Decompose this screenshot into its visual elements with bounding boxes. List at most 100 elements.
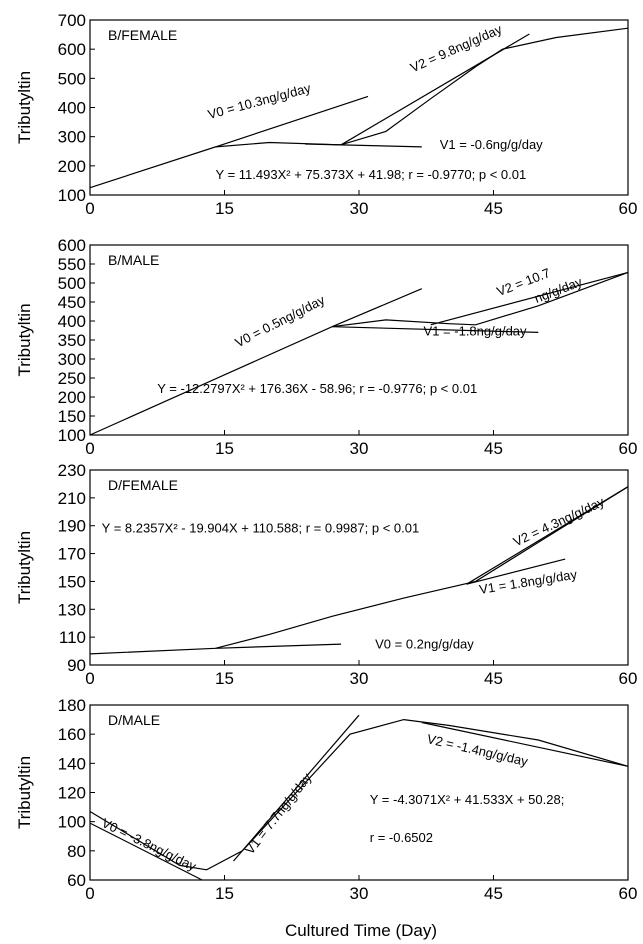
panel-label: D/MALE — [108, 712, 160, 728]
y-tick-label: 90 — [67, 656, 86, 675]
y-tick-label: 160 — [58, 725, 86, 744]
annotation: V1 = 7.7ng/g/day — [242, 770, 315, 857]
x-tick-label: 0 — [85, 884, 94, 903]
y-axis-label: Tributyltin — [15, 71, 34, 144]
y-tick-label: 600 — [58, 236, 86, 255]
x-tick-label: 30 — [350, 439, 369, 458]
y-tick-label: 100 — [58, 186, 86, 205]
y-tick-label: 100 — [58, 426, 86, 445]
y-tick-label: 400 — [58, 99, 86, 118]
x-tick-label: 30 — [350, 884, 369, 903]
rate-line — [215, 95, 369, 148]
x-tick-label: 45 — [484, 199, 503, 218]
y-tick-label: 230 — [58, 461, 86, 480]
y-axis-label: Tributyltin — [15, 756, 34, 829]
x-tick-label: 60 — [619, 439, 638, 458]
y-axis-label: Tributyltin — [15, 531, 34, 604]
annotation: V2 = -1.4ng/g/day — [426, 731, 530, 769]
annotation: V1 = -0.6ng/g/day — [440, 137, 543, 152]
y-tick-label: 300 — [58, 350, 86, 369]
rate-line — [421, 721, 629, 767]
panel-3: 0 15 30 45 60 90 110 130 150 170 190 210 230 Tributyl… — [15, 461, 637, 688]
rate-line — [340, 33, 530, 146]
panel-label: D/FEMALE — [108, 477, 178, 493]
x-tick-label: 30 — [350, 199, 369, 218]
y-tick-label: 350 — [58, 331, 86, 350]
y-tick-label: 100 — [58, 813, 86, 832]
x-tick-label: 60 — [619, 199, 638, 218]
annotation: V1 = 1.8ng/g/day — [478, 567, 578, 597]
y-tick-label: 500 — [58, 274, 86, 293]
x-tick-label: 15 — [215, 669, 234, 688]
y-tick-label: 500 — [58, 69, 86, 88]
x-tick-label: 15 — [215, 884, 234, 903]
fitted-curve — [89, 486, 629, 655]
y-tick-label: 250 — [58, 369, 86, 388]
fitted-curve — [89, 718, 629, 871]
rate-line — [215, 643, 342, 649]
chart-panels: 0 15 30 45 60100200300400500600700Tributylti… — [15, 11, 637, 903]
x-tick-label: 45 — [484, 669, 503, 688]
annotation: Y = -12.2797X² + 176.36X - 58.96; r = -0… — [157, 381, 477, 396]
rate-line — [233, 714, 360, 862]
panel-label: B/FEMALE — [108, 27, 177, 43]
y-axis-label: Tributyltin — [15, 303, 34, 376]
y-tick-label: 200 — [58, 388, 86, 407]
rate-line — [331, 288, 423, 328]
y-tick-label: 120 — [58, 784, 86, 803]
rate-line — [466, 486, 629, 585]
y-tick-label: 110 — [59, 628, 86, 647]
annotation: V0 = 0.5ng/g/day — [233, 292, 328, 350]
y-tick-label: 210 — [58, 489, 86, 508]
y-tick-label: 80 — [67, 842, 86, 861]
y-tick-label: 700 — [58, 11, 86, 30]
annotation: Y = 11.493X² + 75.373X + 41.98; r = -0.9… — [216, 167, 527, 182]
rate-line — [332, 326, 539, 333]
panel-label: B/MALE — [108, 252, 159, 268]
panel-2: 0 15 30 45 60 1001502002503003504004505005506… — [15, 236, 637, 458]
y-tick-label: 130 — [58, 600, 86, 619]
y-tick-label: 600 — [58, 40, 86, 59]
x-tick-label: 0 — [85, 439, 94, 458]
y-tick-label: 140 — [58, 754, 86, 773]
annotation: V0 = -3.8ng/g/day — [99, 815, 199, 874]
y-tick-label: 400 — [58, 312, 86, 331]
annotation: V2 = 4.3ng/g/day — [511, 494, 607, 550]
y-tick-label: 200 — [58, 157, 86, 176]
y-tick-label: 150 — [58, 407, 86, 426]
x-tick-label: 15 — [215, 199, 234, 218]
annotation: r = -0.6502 — [370, 830, 433, 845]
rate-line — [430, 271, 629, 326]
y-tick-label: 550 — [58, 255, 86, 274]
y-tick-label: 300 — [58, 128, 86, 147]
x-tick-label: 30 — [350, 669, 369, 688]
x-axis-label: Cultured Time (Day) — [285, 921, 437, 940]
x-tick-label: 15 — [215, 439, 234, 458]
annotation: Y = 8.2357X² - 19.904X + 110.588; r = 0.… — [102, 521, 420, 536]
x-tick-label: 60 — [619, 884, 638, 903]
y-tick-label: 450 — [58, 293, 86, 312]
y-tick-label: 60 — [67, 871, 86, 890]
y-tick-label: 180 — [58, 696, 86, 715]
annotation: V1 = -1.8ng/g/day — [424, 323, 527, 338]
rate-line — [305, 143, 422, 148]
x-tick-label: 45 — [484, 884, 503, 903]
x-tick-label: 0 — [85, 199, 94, 218]
panel-1: 0 15 30 45 60 100 200 300 400 500 600 700 Tributylti… — [15, 11, 637, 218]
fitted-curve — [89, 27, 629, 189]
annotation: V0 = 0.2ng/g/day — [375, 636, 474, 651]
plot-frame — [89, 469, 629, 666]
y-tick-label: 190 — [58, 517, 86, 536]
x-tick-label: 60 — [619, 669, 638, 688]
x-tick-label: 45 — [484, 439, 503, 458]
y-tick-label: 150 — [58, 572, 86, 591]
panel-4: 0 15 30 45 60 60 80 100 120 140 160 180 Tributyltin D… — [15, 696, 637, 903]
annotation: V0 = 10.3ng/g/day — [206, 80, 313, 122]
x-tick-label: 0 — [85, 669, 94, 688]
annotation: V2 = 9.8ng/g/day — [408, 21, 505, 75]
rate-line — [89, 822, 203, 881]
annotation: Y = -4.3071X² + 41.533X + 50.28; — [370, 792, 565, 807]
y-tick-label: 170 — [58, 545, 86, 564]
rate-line — [466, 558, 566, 585]
